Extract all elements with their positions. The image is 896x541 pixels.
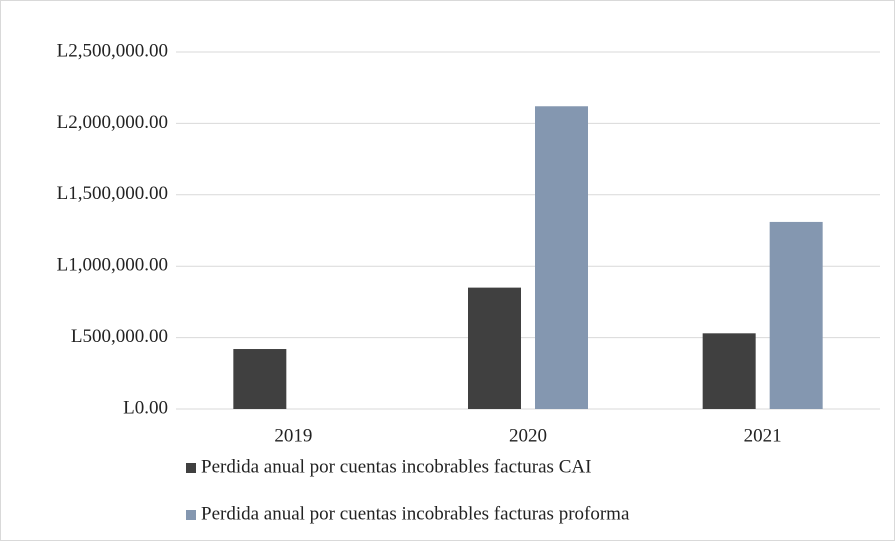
legend-label: Perdida anual por cuentas incobrables fa… xyxy=(201,503,630,524)
x-tick-label: 2020 xyxy=(509,425,547,446)
y-tick-label: L500,000.00 xyxy=(71,326,168,347)
bar xyxy=(769,221,823,409)
x-tick-label: 2019 xyxy=(274,425,312,446)
y-tick-label: L1,000,000.00 xyxy=(57,255,168,276)
bar xyxy=(702,333,756,409)
legend-label: Perdida anual por cuentas incobrables fa… xyxy=(201,456,591,477)
bar xyxy=(233,349,287,409)
y-tick-label: L1,500,000.00 xyxy=(57,183,168,204)
y-tick-label: L2,500,000.00 xyxy=(57,40,168,61)
y-tick-label: L2,000,000.00 xyxy=(57,112,168,133)
y-tick-label: L0.00 xyxy=(123,397,168,418)
legend-swatch xyxy=(186,463,196,473)
bar xyxy=(468,287,521,409)
legend-swatch xyxy=(186,510,196,520)
bar xyxy=(535,106,588,409)
x-tick-label: 2021 xyxy=(744,425,782,446)
